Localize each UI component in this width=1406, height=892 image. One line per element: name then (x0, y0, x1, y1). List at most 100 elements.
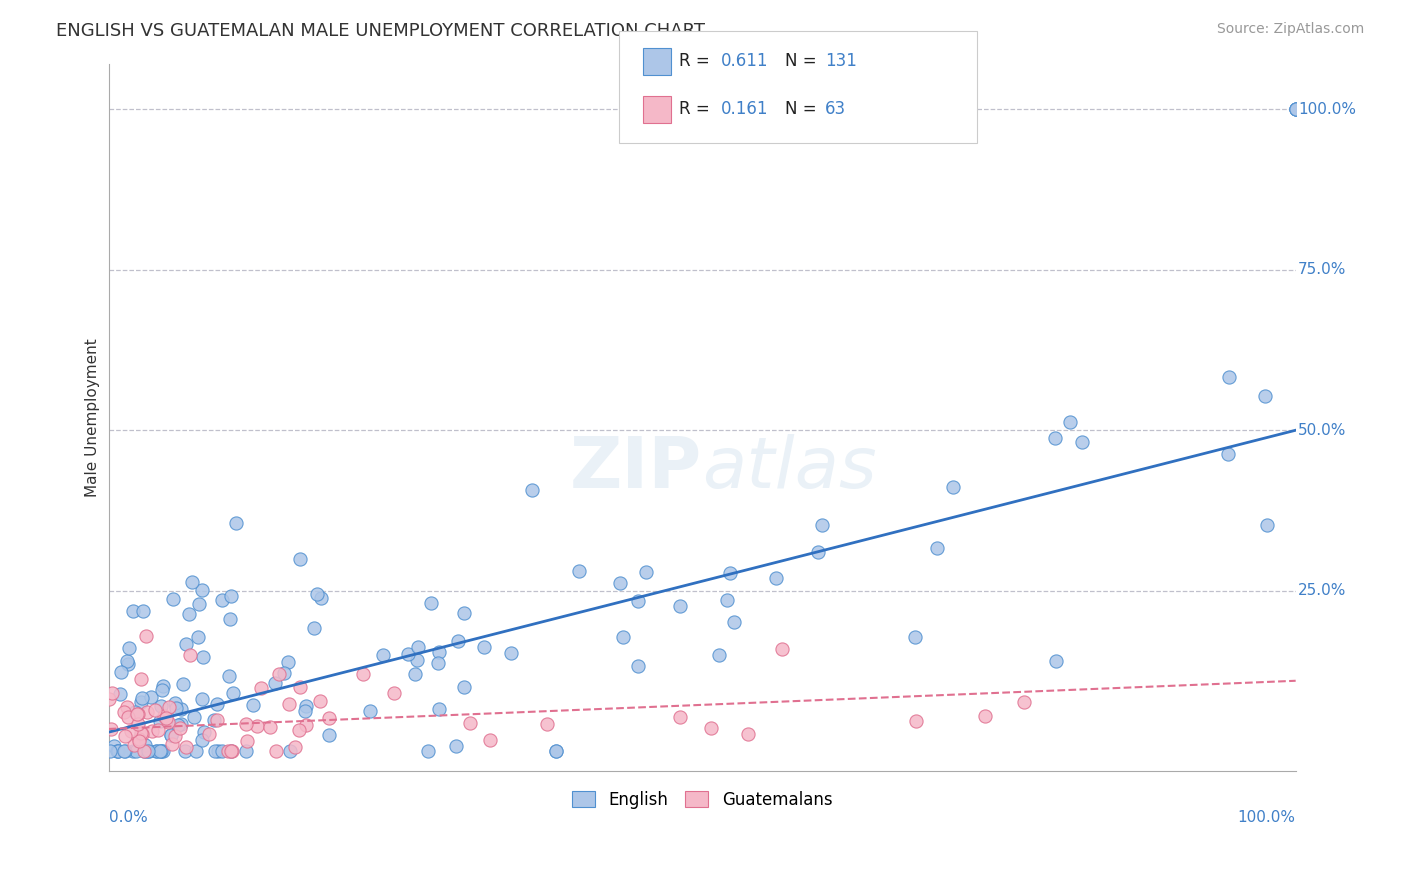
Point (128, 734, 150, 748)
Point (974, 709, 997, 723)
Point (1218, 370, 1240, 384)
Point (145, 744, 167, 758)
Point (162, 592, 184, 607)
Point (288, 723, 311, 738)
Point (1285, 102, 1308, 116)
Point (112, 744, 135, 758)
Point (267, 667, 290, 681)
Point (181, 574, 204, 589)
Point (98, 744, 121, 758)
Point (520, 483, 543, 498)
Text: 75.0%: 75.0% (1298, 262, 1347, 277)
Point (148, 744, 170, 758)
Point (160, 728, 183, 742)
Point (110, 687, 132, 701)
Point (264, 676, 287, 690)
Point (153, 709, 176, 723)
Point (479, 733, 502, 747)
Point (207, 744, 229, 758)
Point (190, 692, 212, 706)
Point (1285, 102, 1308, 116)
Point (544, 744, 567, 758)
Point (1256, 518, 1278, 533)
Point (371, 648, 394, 663)
Point (284, 740, 307, 755)
Point (236, 733, 259, 747)
Point (765, 571, 787, 585)
Point (1045, 654, 1067, 668)
Point (420, 596, 443, 610)
Point (305, 587, 328, 601)
Point (235, 744, 257, 758)
Point (211, 593, 233, 607)
Point (131, 725, 153, 739)
Point (447, 634, 470, 648)
Point (352, 667, 374, 681)
Point (107, 744, 129, 758)
Point (904, 714, 927, 728)
Point (205, 697, 228, 711)
Point (536, 717, 558, 731)
Point (770, 641, 793, 656)
Text: 0.0%: 0.0% (108, 810, 148, 824)
Text: 131: 131 (825, 53, 858, 70)
Text: atlas: atlas (702, 434, 877, 503)
Text: 100.0%: 100.0% (1237, 810, 1296, 824)
Point (807, 545, 830, 559)
Point (97, 691, 120, 706)
Point (499, 646, 522, 660)
Point (221, 744, 243, 758)
Point (166, 701, 188, 715)
Point (135, 744, 157, 758)
Point (207, 713, 229, 727)
Point (115, 654, 138, 668)
Point (204, 744, 226, 758)
Point (152, 679, 174, 693)
Point (179, 648, 201, 662)
Point (546, 744, 568, 758)
Point (167, 718, 190, 732)
Text: 50.0%: 50.0% (1298, 423, 1347, 438)
Point (458, 715, 481, 730)
Point (150, 682, 173, 697)
Point (127, 707, 149, 722)
Point (141, 723, 163, 738)
Point (122, 603, 145, 617)
Point (1045, 431, 1067, 445)
Point (146, 744, 169, 758)
Point (295, 698, 318, 713)
Point (1285, 102, 1308, 116)
Point (174, 637, 197, 651)
Point (186, 744, 208, 758)
Point (318, 728, 340, 742)
Point (288, 551, 311, 566)
Point (157, 699, 180, 714)
Point (114, 744, 136, 758)
Point (190, 582, 212, 597)
Point (709, 648, 731, 663)
Point (264, 744, 287, 758)
Point (669, 599, 692, 613)
Point (304, 621, 326, 635)
Point (221, 685, 243, 699)
Point (100, 723, 122, 737)
Text: 63: 63 (825, 101, 846, 119)
Point (129, 695, 152, 709)
Point (110, 665, 132, 679)
Point (453, 606, 475, 620)
Point (122, 744, 145, 758)
Text: N =: N = (785, 53, 821, 70)
Point (169, 721, 191, 735)
Point (217, 744, 239, 758)
Point (160, 738, 183, 752)
Point (155, 711, 177, 725)
Point (138, 744, 160, 758)
Point (193, 724, 215, 739)
Point (627, 594, 650, 608)
Point (211, 744, 233, 758)
Point (132, 744, 155, 758)
Point (723, 615, 745, 629)
Point (382, 686, 405, 700)
Text: 0.161: 0.161 (721, 101, 769, 119)
Point (197, 727, 219, 741)
